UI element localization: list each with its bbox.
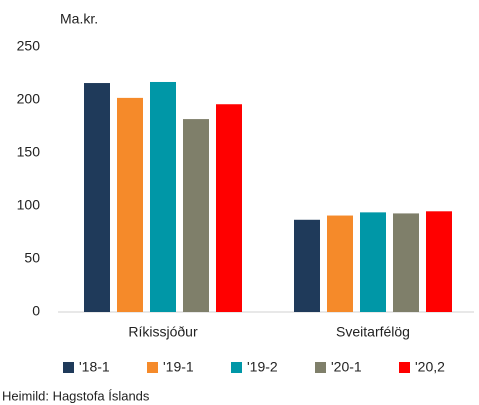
bar [117, 97, 143, 312]
y-tick-label: 250 [17, 38, 41, 54]
y-tick-label: 200 [17, 91, 41, 107]
legend-swatch [315, 362, 326, 373]
bar [150, 81, 176, 312]
y-axis-label: Ma.kr. [60, 11, 98, 27]
y-tick-label: 100 [17, 197, 41, 213]
bar [183, 119, 209, 312]
bar [426, 211, 452, 312]
bar [393, 213, 419, 312]
y-tick-label: 50 [24, 250, 40, 266]
x-tick-label: Ríkissjóður [128, 324, 198, 340]
legend-swatch [147, 362, 158, 373]
source: Heimild: Hagstofa Íslands [2, 388, 150, 403]
bar [327, 215, 353, 312]
legend-label: '20,2 [415, 359, 445, 375]
legend-label: '19-1 [163, 359, 194, 375]
bar [216, 104, 242, 313]
bar [84, 83, 110, 312]
y-tick-label: 0 [32, 303, 40, 319]
x-tick-label: Sveitarfélög [336, 324, 410, 340]
legend-swatch [231, 362, 242, 373]
y-tick-label: 150 [17, 144, 41, 160]
legend-swatch [399, 362, 410, 373]
legend-label: '20-1 [331, 359, 362, 375]
bar [294, 219, 320, 312]
legend-swatch [63, 362, 74, 373]
legend-label: '19-2 [247, 359, 278, 375]
legend-label: '18-1 [79, 359, 110, 375]
bar [360, 212, 386, 312]
